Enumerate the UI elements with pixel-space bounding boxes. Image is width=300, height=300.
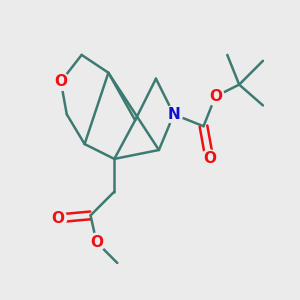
- Text: O: O: [209, 89, 222, 104]
- Circle shape: [88, 233, 105, 251]
- Circle shape: [206, 88, 224, 105]
- Text: O: O: [51, 211, 64, 226]
- Text: O: O: [54, 74, 67, 89]
- Text: N: N: [167, 107, 180, 122]
- Text: O: O: [90, 235, 103, 250]
- Circle shape: [52, 73, 70, 91]
- Text: O: O: [203, 152, 216, 166]
- Circle shape: [200, 150, 218, 168]
- Circle shape: [165, 105, 183, 123]
- Circle shape: [49, 209, 67, 227]
